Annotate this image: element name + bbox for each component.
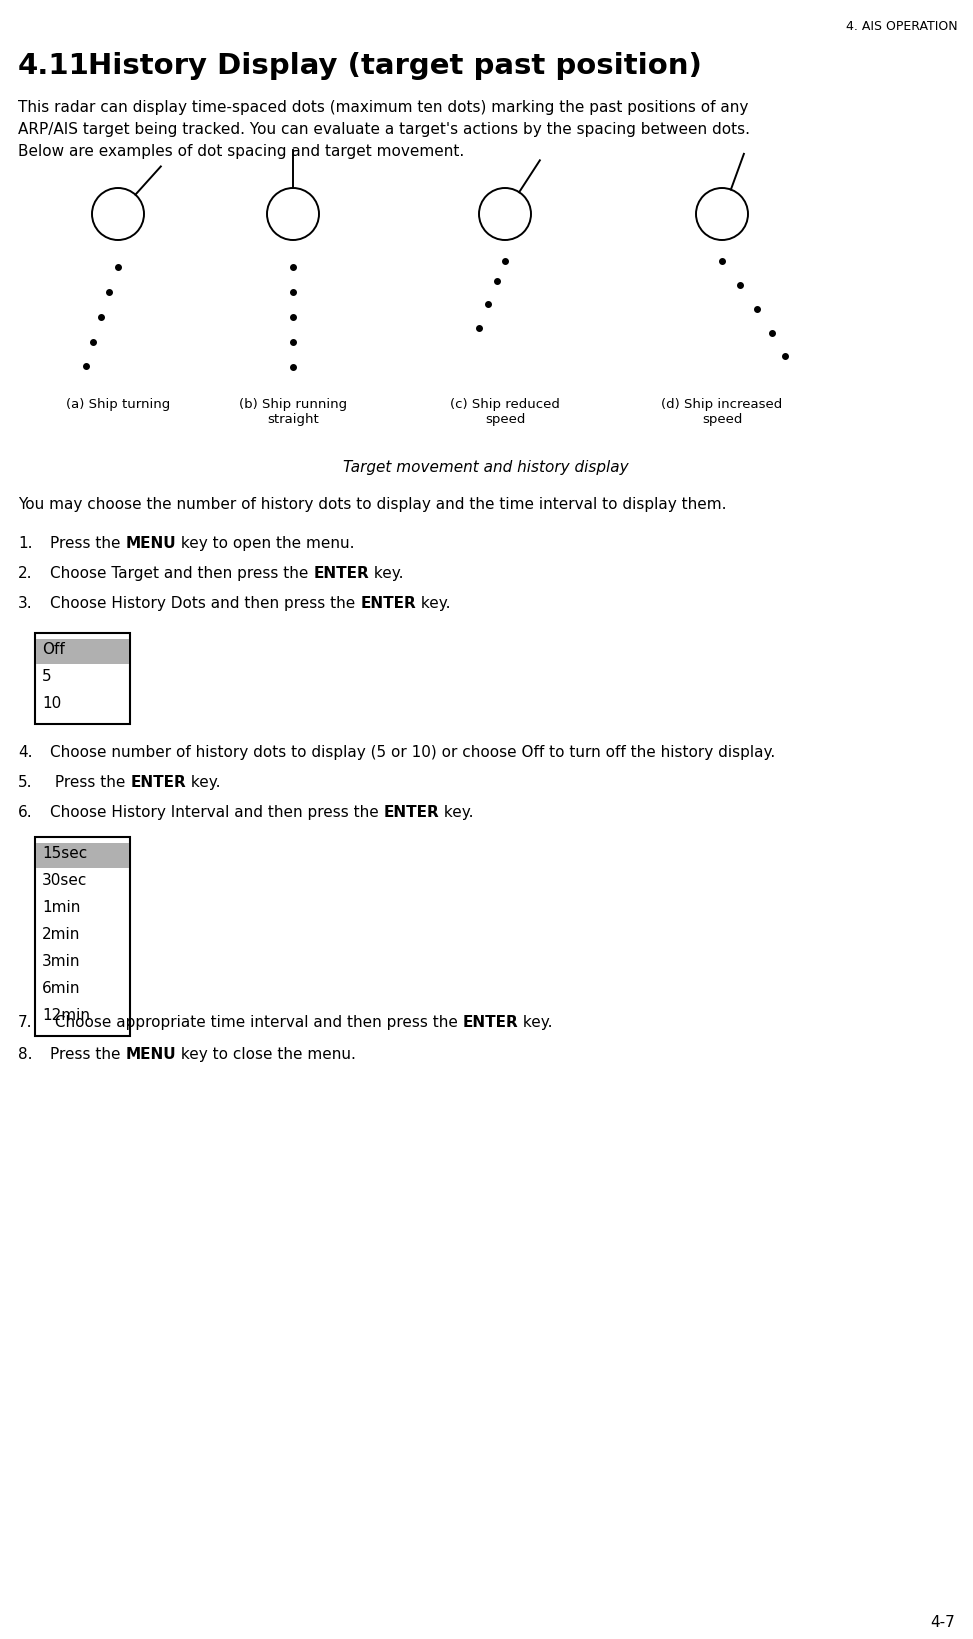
- Text: ARP/AIS target being tracked. You can evaluate a target's actions by the spacing: ARP/AIS target being tracked. You can ev…: [18, 121, 750, 138]
- Bar: [35, 634, 130, 724]
- Text: Below are examples of dot spacing and target movement.: Below are examples of dot spacing and ta…: [18, 144, 464, 159]
- Bar: [36, 639, 129, 664]
- Text: key.: key.: [369, 565, 404, 580]
- Text: This radar can display time-spaced dots (maximum ten dots) marking the past posi: This radar can display time-spaced dots …: [18, 100, 748, 115]
- Text: 4. AIS OPERATION: 4. AIS OPERATION: [847, 20, 958, 33]
- Text: ENTER: ENTER: [130, 775, 186, 790]
- Text: 1.: 1.: [18, 536, 32, 551]
- Text: Choose number of history dots to display (5 or 10) or choose Off to turn off the: Choose number of history dots to display…: [50, 744, 775, 759]
- Text: ENTER: ENTER: [313, 565, 369, 580]
- Text: 2.: 2.: [18, 565, 32, 580]
- Bar: [36, 844, 129, 869]
- Text: Press the: Press the: [50, 536, 126, 551]
- Text: Choose History Dots and then press the: Choose History Dots and then press the: [50, 595, 360, 611]
- Text: ENTER: ENTER: [360, 595, 415, 611]
- Text: key to close the menu.: key to close the menu.: [176, 1046, 356, 1062]
- Text: Choose Target and then press the: Choose Target and then press the: [50, 565, 313, 580]
- Text: MENU: MENU: [126, 1046, 176, 1062]
- Text: 6.: 6.: [18, 805, 33, 820]
- Text: MENU: MENU: [126, 536, 176, 551]
- Text: You may choose the number of history dots to display and the time interval to di: You may choose the number of history dot…: [18, 497, 727, 511]
- Text: (a) Ship turning: (a) Ship turning: [66, 398, 170, 411]
- Text: key to open the menu.: key to open the menu.: [176, 536, 354, 551]
- Text: Choose History Interval and then press the: Choose History Interval and then press t…: [50, 805, 383, 820]
- Text: Press the: Press the: [50, 775, 130, 790]
- Text: 3min: 3min: [42, 954, 81, 969]
- Text: 5.: 5.: [18, 775, 32, 790]
- Text: 30sec: 30sec: [42, 872, 88, 887]
- Text: 4.11: 4.11: [18, 52, 90, 80]
- Text: 4-7: 4-7: [930, 1614, 955, 1629]
- Text: 6min: 6min: [42, 980, 81, 995]
- Text: key.: key.: [440, 805, 474, 820]
- Text: Choose appropriate time interval and then press the: Choose appropriate time interval and the…: [50, 1015, 463, 1029]
- Text: 4.: 4.: [18, 744, 32, 759]
- Text: key.: key.: [415, 595, 450, 611]
- Text: 10: 10: [42, 695, 61, 711]
- Text: ENTER: ENTER: [463, 1015, 519, 1029]
- Text: Off: Off: [42, 641, 65, 657]
- Text: (c) Ship reduced
speed: (c) Ship reduced speed: [450, 398, 559, 426]
- Text: 1min: 1min: [42, 900, 81, 915]
- Text: 8.: 8.: [18, 1046, 32, 1062]
- Text: key.: key.: [186, 775, 221, 790]
- Text: (d) Ship increased
speed: (d) Ship increased speed: [662, 398, 782, 426]
- Text: (b) Ship running
straight: (b) Ship running straight: [239, 398, 347, 426]
- Text: key.: key.: [519, 1015, 553, 1029]
- Text: ENTER: ENTER: [383, 805, 440, 820]
- Text: Target movement and history display: Target movement and history display: [343, 459, 629, 475]
- Text: 5: 5: [42, 669, 52, 683]
- Bar: [35, 838, 130, 1036]
- Text: History Display (target past position): History Display (target past position): [88, 52, 702, 80]
- Text: Press the: Press the: [50, 1046, 126, 1062]
- Text: 3.: 3.: [18, 595, 33, 611]
- Text: 12min: 12min: [42, 1008, 90, 1023]
- Text: 2min: 2min: [42, 926, 81, 941]
- Text: 7.: 7.: [18, 1015, 32, 1029]
- Text: 15sec: 15sec: [42, 846, 88, 860]
